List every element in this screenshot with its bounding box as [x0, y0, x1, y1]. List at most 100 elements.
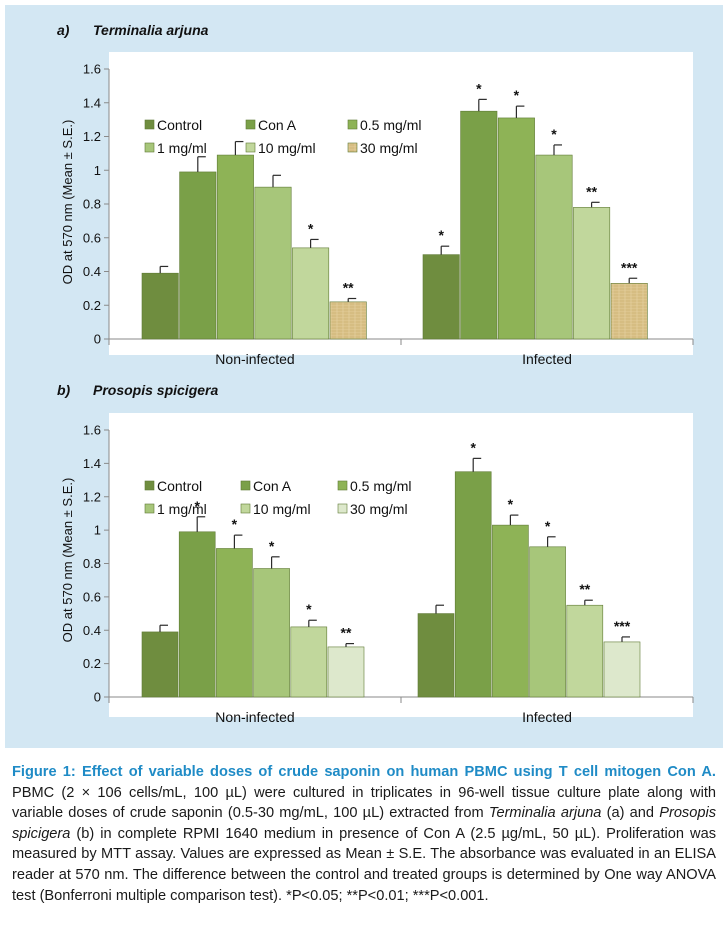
legend-swatch	[337, 480, 348, 491]
panel-a-title: Terminalia arjuna	[93, 22, 209, 38]
significance-label: *	[470, 439, 476, 455]
legend-label: Control	[157, 478, 202, 494]
bar	[141, 272, 179, 340]
panel-a-y-axis-label: OD at 570 nm (Mean ± S.E.)	[60, 120, 75, 285]
significance-label: *	[308, 220, 314, 236]
bar	[417, 613, 455, 698]
legend-swatch	[347, 142, 358, 153]
caption-text-1: PBMC (2 × 106 cells/mL, 100 µL) were cul…	[12, 784, 716, 822]
significance-label: *	[306, 601, 312, 617]
x-category-label: Non-infected	[215, 351, 294, 367]
significance-label: *	[232, 516, 238, 532]
legend-swatch	[245, 142, 256, 153]
legend-swatch	[347, 119, 358, 130]
y-tick-label: 0.4	[83, 264, 101, 279]
significance-label: **	[343, 280, 354, 296]
legend-label: Control	[157, 117, 202, 133]
bar	[422, 254, 460, 340]
y-tick-label: 1	[94, 163, 101, 178]
panel-b-legend: Control Con A 0.5 mg/ml 1 mg/ml 10 mg/ml 30 m…	[144, 478, 411, 517]
panel-b-letter: b)	[57, 382, 71, 398]
significance-label: *	[476, 80, 482, 96]
legend-label: 30 mg/ml	[350, 501, 408, 517]
bar	[179, 171, 217, 340]
y-tick-label: 0.8	[83, 556, 101, 571]
legend-label: Con A	[253, 478, 292, 494]
legend-label: 30 mg/ml	[360, 140, 418, 156]
bar	[535, 154, 573, 340]
legend-swatch	[144, 503, 155, 514]
significance-label: *	[438, 227, 444, 243]
caption-text-2: (a) and	[601, 805, 660, 822]
significance-label: **	[586, 183, 597, 199]
panel-a-legend: Control Con A 0.5 mg/ml 1 mg/ml 10 mg/ml 30 m…	[144, 117, 421, 156]
bar	[216, 548, 253, 698]
panel-b-chart: 0 0.2 0.4 0.6 0.8 1 1.2 1.4 1.6 Non-infected Infec…	[83, 423, 694, 725]
y-tick-label: 0.2	[83, 656, 101, 671]
bar	[290, 626, 328, 698]
bar	[254, 186, 292, 340]
bar	[454, 471, 492, 698]
figure-svg: a) Terminalia arjuna OD at 570 nm (Mean …	[57, 22, 694, 725]
legend-swatch	[240, 503, 251, 514]
y-tick-label: 1.6	[83, 423, 101, 438]
caption-species-b: Prosopis spicigera	[12, 805, 716, 842]
bar	[566, 604, 604, 698]
caption-species-a: Terminalia arjuna	[488, 805, 602, 822]
y-tick-label: 0.4	[83, 623, 101, 638]
y-tick-label: 1.6	[83, 62, 101, 77]
significance-label: *	[551, 126, 557, 142]
significance-label: *	[508, 496, 514, 512]
y-tick-label: 0	[94, 332, 101, 347]
legend-label: 1 mg/ml	[157, 140, 207, 156]
x-category-label: Infected	[522, 351, 572, 367]
bar	[460, 110, 498, 340]
legend-swatch	[240, 480, 251, 491]
legend-swatch	[144, 142, 155, 153]
y-tick-label: 0.2	[83, 298, 101, 313]
panel-b-y-axis-label: OD at 570 nm (Mean ± S.E.)	[60, 478, 75, 643]
y-tick-label: 0.6	[83, 230, 101, 245]
panel-a-letter: a)	[57, 22, 70, 38]
y-tick-label: 0.8	[83, 197, 101, 212]
bar	[327, 646, 365, 698]
figure-panel: a) Terminalia arjuna OD at 570 nm (Mean …	[5, 5, 723, 748]
y-tick-label: 1.4	[83, 456, 101, 471]
bar	[573, 207, 611, 340]
panel-b-title: Prosopis spicigera	[93, 382, 218, 398]
y-tick-label: 0	[94, 690, 101, 705]
bar	[329, 301, 367, 340]
x-category-label: Infected	[522, 709, 572, 725]
significance-label: *	[545, 518, 551, 534]
panel-a: a) Terminalia arjuna OD at 570 nm (Mean …	[57, 22, 694, 367]
significance-label: **	[579, 581, 590, 597]
legend-swatch	[245, 119, 256, 130]
bar	[603, 641, 641, 698]
legend-label: 1 mg/ml	[157, 501, 207, 517]
significance-label: **	[341, 625, 352, 641]
bar	[253, 568, 290, 698]
significance-label: ***	[621, 259, 638, 275]
bar	[292, 247, 330, 340]
y-tick-label: 0.6	[83, 589, 101, 604]
y-tick-label: 1.2	[83, 129, 101, 144]
significance-label: *	[514, 87, 520, 103]
bar	[529, 546, 566, 698]
panel-a-chart: 0 0.2 0.4 0.6 0.8 1 1.2 1.4 1.6 Non-infected Infec…	[83, 62, 694, 367]
bar	[178, 531, 216, 698]
bar	[141, 631, 179, 698]
legend-swatch	[144, 480, 155, 491]
significance-label: *	[194, 498, 200, 514]
significance-label: *	[269, 538, 275, 554]
legend-label: Con A	[258, 117, 297, 133]
legend-swatch	[337, 503, 348, 514]
y-tick-label: 1	[94, 523, 101, 538]
caption-title: Figure 1: Effect of variable doses of cr…	[12, 764, 716, 780]
significance-label: ***	[614, 618, 631, 634]
legend-label: 10 mg/ml	[258, 140, 316, 156]
bar	[497, 117, 535, 340]
bar	[610, 283, 648, 340]
bar	[216, 154, 254, 340]
legend-label: 10 mg/ml	[253, 501, 311, 517]
x-category-label: Non-infected	[215, 709, 294, 725]
